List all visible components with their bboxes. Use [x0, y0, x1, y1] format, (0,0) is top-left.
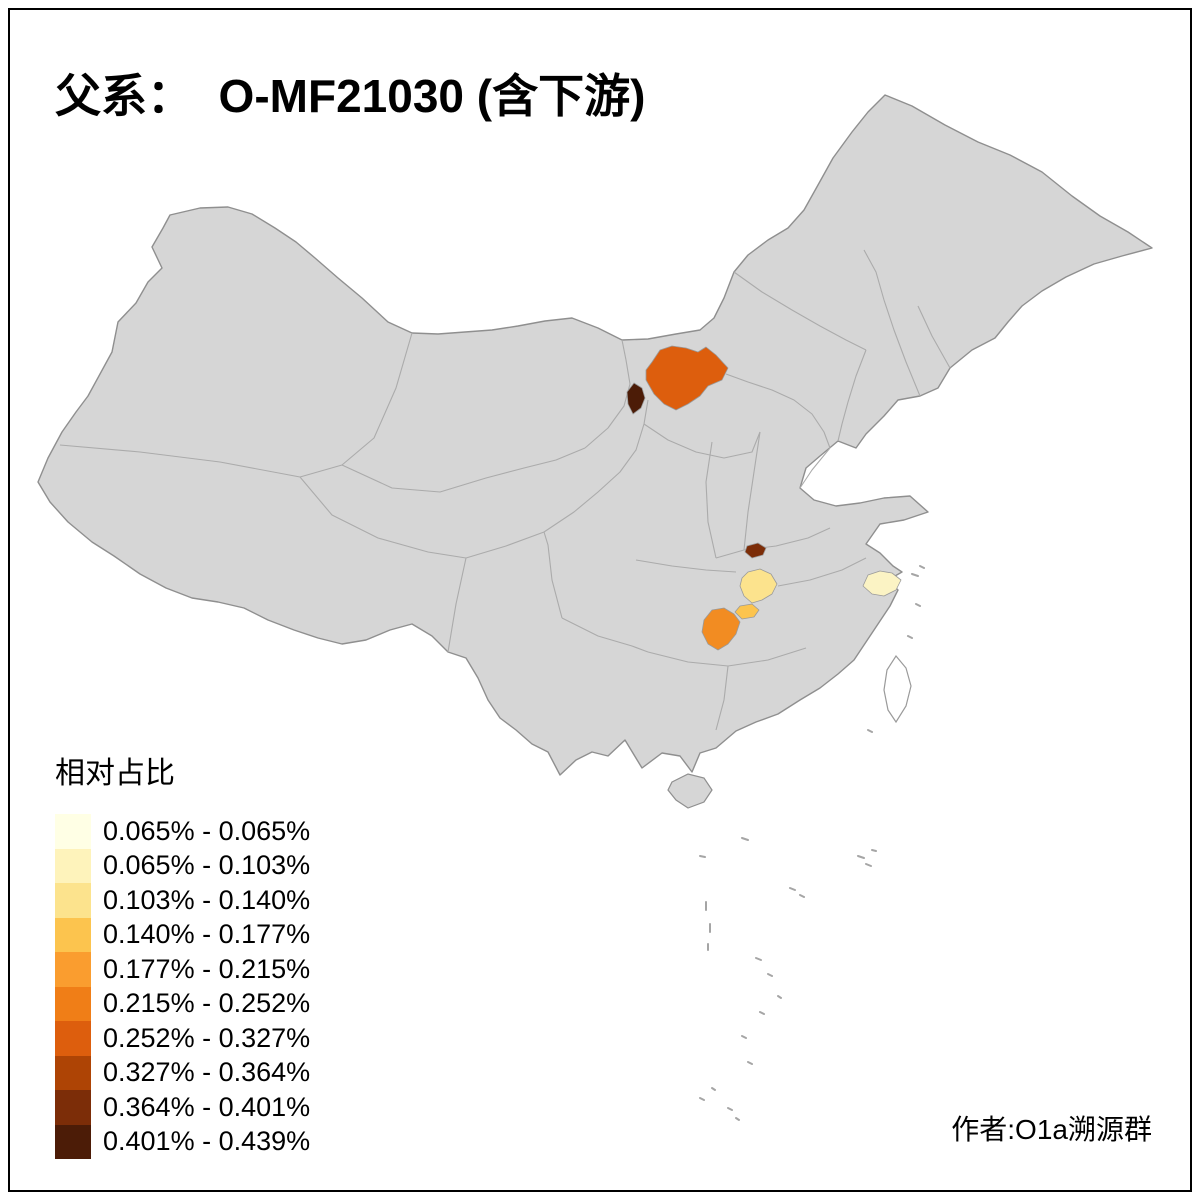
- legend-item: 0.065% - 0.065%: [55, 814, 310, 849]
- highlight-region-orange-south: [701, 607, 741, 651]
- legend-swatch: [55, 883, 91, 918]
- sea-islands: [699, 565, 925, 1121]
- province-border-line: [715, 665, 729, 731]
- province-border-line: [715, 527, 831, 559]
- province-border-line: [725, 373, 831, 449]
- china-mainland-shape: [37, 94, 1153, 776]
- province-border-line: [59, 332, 413, 478]
- highlight-region-dark-central: [744, 542, 767, 559]
- page-title: 父系： O-MF21030 (含下游): [55, 70, 646, 122]
- province-border-line: [561, 617, 649, 653]
- province-border-line: [917, 305, 951, 369]
- legend-swatch: [55, 986, 91, 1021]
- legend-label: 0.364% - 0.401%: [103, 1091, 311, 1122]
- legend-item: 0.327% - 0.364%: [55, 1055, 311, 1090]
- province-border-line: [299, 476, 467, 653]
- legend-item: 0.252% - 0.327%: [55, 1021, 310, 1056]
- highlight-region-inner-mongolia: [645, 345, 729, 411]
- province-border-line: [863, 249, 921, 397]
- province-border-line: [733, 271, 867, 351]
- hainan-island: [667, 773, 713, 809]
- legend-swatch: [55, 848, 91, 883]
- province-border-line: [837, 349, 867, 442]
- legend-items: 0.065% - 0.065% 0.065% - 0.103% 0.103% - 0…: [55, 814, 310, 1159]
- highlight-region-darkest: [626, 382, 646, 415]
- legend-item: 0.401% - 0.439%: [55, 1124, 311, 1159]
- province-border-line: [799, 447, 831, 489]
- highlight-region-pale-yellow: [739, 568, 778, 604]
- legend-label: 0.401% - 0.439%: [103, 1126, 311, 1157]
- legend-title: 相对占比: [55, 757, 175, 790]
- province-border-line: [341, 447, 586, 493]
- legend-label: 0.065% - 0.103%: [103, 850, 311, 881]
- province-borders: [59, 249, 951, 731]
- legend-swatch: [55, 1021, 91, 1056]
- legend-item: 0.215% - 0.252%: [55, 986, 311, 1021]
- legend-swatch: [55, 952, 91, 987]
- legend-label: 0.103% - 0.140%: [103, 884, 311, 915]
- legend-swatch: [55, 917, 91, 952]
- legend-swatch: [55, 1090, 91, 1125]
- province-border-line: [743, 431, 761, 551]
- province-border-line: [643, 423, 761, 459]
- legend-label: 0.215% - 0.252%: [103, 988, 311, 1019]
- legend-label: 0.327% - 0.364%: [103, 1057, 311, 1088]
- province-border-line: [465, 399, 649, 559]
- legend-label: 0.252% - 0.327%: [103, 1022, 311, 1053]
- legend: 相对占比 0.065% - 0.065% 0.065% - 0.103% 0.103…: [55, 748, 310, 1159]
- legend-item: 0.364% - 0.401%: [55, 1090, 310, 1125]
- province-border-line: [777, 557, 867, 587]
- legend-label: 0.140% - 0.177%: [103, 919, 311, 950]
- highlight-region-gold: [734, 603, 760, 620]
- legend-item: 0.103% - 0.140%: [55, 883, 310, 918]
- legend-swatch: [55, 1055, 91, 1090]
- highlight-regions: [626, 345, 902, 651]
- legend-swatch: [55, 1124, 91, 1159]
- attribution: 作者:O1a溯源群: [951, 1114, 1152, 1145]
- legend-label: 0.177% - 0.215%: [103, 953, 311, 984]
- taiwan-island: [883, 654, 912, 724]
- province-border-line: [543, 531, 563, 619]
- legend-item: 0.065% - 0.103%: [55, 848, 311, 883]
- legend-item: 0.140% - 0.177%: [55, 917, 311, 952]
- legend-swatch: [55, 814, 91, 849]
- legend-item: 0.177% - 0.215%: [55, 952, 310, 987]
- province-border-line: [705, 441, 717, 559]
- province-border-line: [635, 559, 737, 573]
- legend-label: 0.065% - 0.065%: [103, 815, 311, 846]
- highlight-region-cream-coast: [862, 570, 902, 597]
